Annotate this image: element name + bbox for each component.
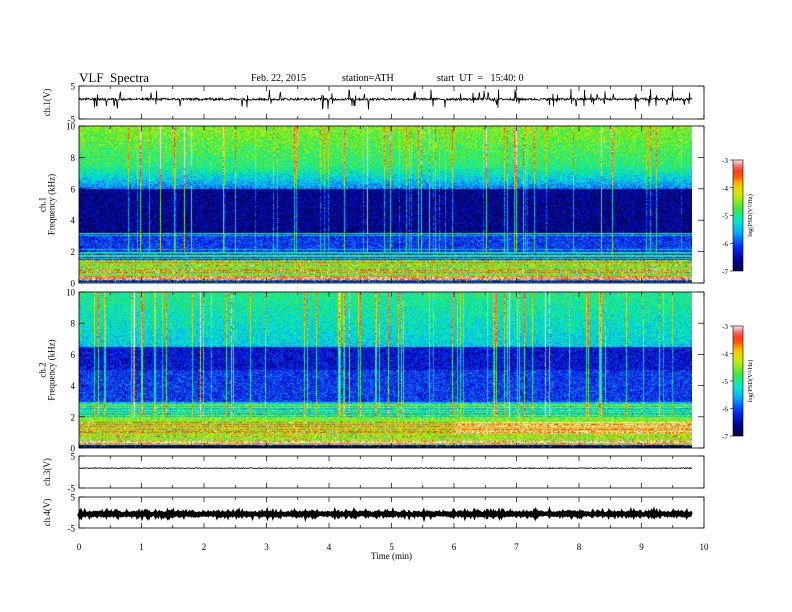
y-axis-label: Frequency (kHz) bbox=[47, 174, 57, 235]
y-axis-label: ch.2 bbox=[38, 362, 48, 377]
x-axis-label: Time (min) bbox=[371, 551, 412, 561]
y-tick-label: 5 bbox=[71, 493, 76, 503]
x-tick-label: 6 bbox=[452, 542, 457, 552]
y-tick-label: 0 bbox=[71, 279, 76, 289]
y-tick-label: 8 bbox=[71, 153, 76, 163]
y-tick-label: 10 bbox=[66, 288, 76, 298]
y-tick-label: 2 bbox=[71, 412, 76, 422]
y-tick-label: 5 bbox=[71, 452, 76, 462]
x-tick-label: 0 bbox=[77, 542, 82, 552]
x-tick-label: 10 bbox=[700, 542, 710, 552]
y-axis-label: Frequency (kHz) bbox=[47, 339, 57, 400]
y-axis-label: ch.3(V) bbox=[42, 458, 52, 486]
colorbar-label: log(PSD(V²/Hz) bbox=[747, 194, 754, 237]
spectrogram-image-ch2 bbox=[79, 292, 692, 448]
colorbar bbox=[732, 159, 744, 272]
y-axis-label: ch.1 bbox=[38, 197, 48, 212]
y-tick-label: 0 bbox=[71, 444, 76, 454]
y-tick-label: -5 bbox=[68, 115, 76, 125]
spectrogram-image-ch1 bbox=[79, 126, 692, 283]
y-tick-label: 2 bbox=[71, 247, 76, 257]
y-tick-label: -5 bbox=[68, 524, 76, 534]
waveform-series-5 bbox=[77, 506, 693, 523]
figure-title: VLF Spectra bbox=[79, 70, 150, 85]
y-tick-label: 4 bbox=[71, 216, 76, 226]
colorbar-tick-label: -3 bbox=[722, 157, 728, 165]
y-axis-label: ch.4(V) bbox=[42, 499, 52, 527]
colorbar-tick-label: -4 bbox=[722, 185, 728, 193]
spectrogram-layer bbox=[79, 126, 692, 448]
waveform-layer bbox=[77, 88, 693, 523]
y-tick-label: 10 bbox=[66, 122, 76, 132]
y-tick-label: 5 bbox=[71, 82, 76, 92]
y-tick-label: 4 bbox=[71, 381, 76, 391]
x-tick-label: 5 bbox=[389, 542, 394, 552]
colorbar-tick-label: -6 bbox=[722, 240, 728, 248]
y-tick-label: -5 bbox=[68, 484, 76, 494]
colorbar-tick-label: -3 bbox=[722, 323, 728, 331]
colorbar bbox=[732, 325, 744, 437]
x-tick-label: 1 bbox=[139, 542, 144, 552]
colorbar-label: log(PSD(V²/Hz) bbox=[747, 360, 754, 403]
colorbar-tick-label: -7 bbox=[722, 268, 728, 276]
y-tick-label: 8 bbox=[71, 319, 76, 329]
x-tick-label: 3 bbox=[264, 542, 269, 552]
x-tick-label: 2 bbox=[202, 542, 207, 552]
y-tick-label: 6 bbox=[71, 350, 76, 360]
date-label: Feb. 22, 2015 bbox=[251, 73, 306, 84]
x-tick-label: 4 bbox=[327, 542, 332, 552]
colorbar-tick-label: -7 bbox=[722, 433, 728, 441]
y-axis-label: ch.1(V) bbox=[42, 89, 52, 117]
colorbar-tick-label: -5 bbox=[722, 378, 728, 386]
start-time-label: start UT = 15:40: 0 bbox=[437, 73, 524, 84]
waveform-series-1 bbox=[78, 88, 693, 110]
colorbar-tick-label: -4 bbox=[722, 351, 728, 359]
y-tick-label: 6 bbox=[71, 184, 76, 194]
x-tick-label: 7 bbox=[514, 542, 519, 552]
colorbar-tick-label: -5 bbox=[722, 213, 728, 221]
colorbar-tick-label: -6 bbox=[722, 406, 728, 414]
waveform-series-4 bbox=[78, 467, 692, 470]
station-label: station=ATH bbox=[342, 73, 394, 84]
x-tick-label: 8 bbox=[577, 542, 582, 552]
x-tick-label: 9 bbox=[639, 542, 644, 552]
